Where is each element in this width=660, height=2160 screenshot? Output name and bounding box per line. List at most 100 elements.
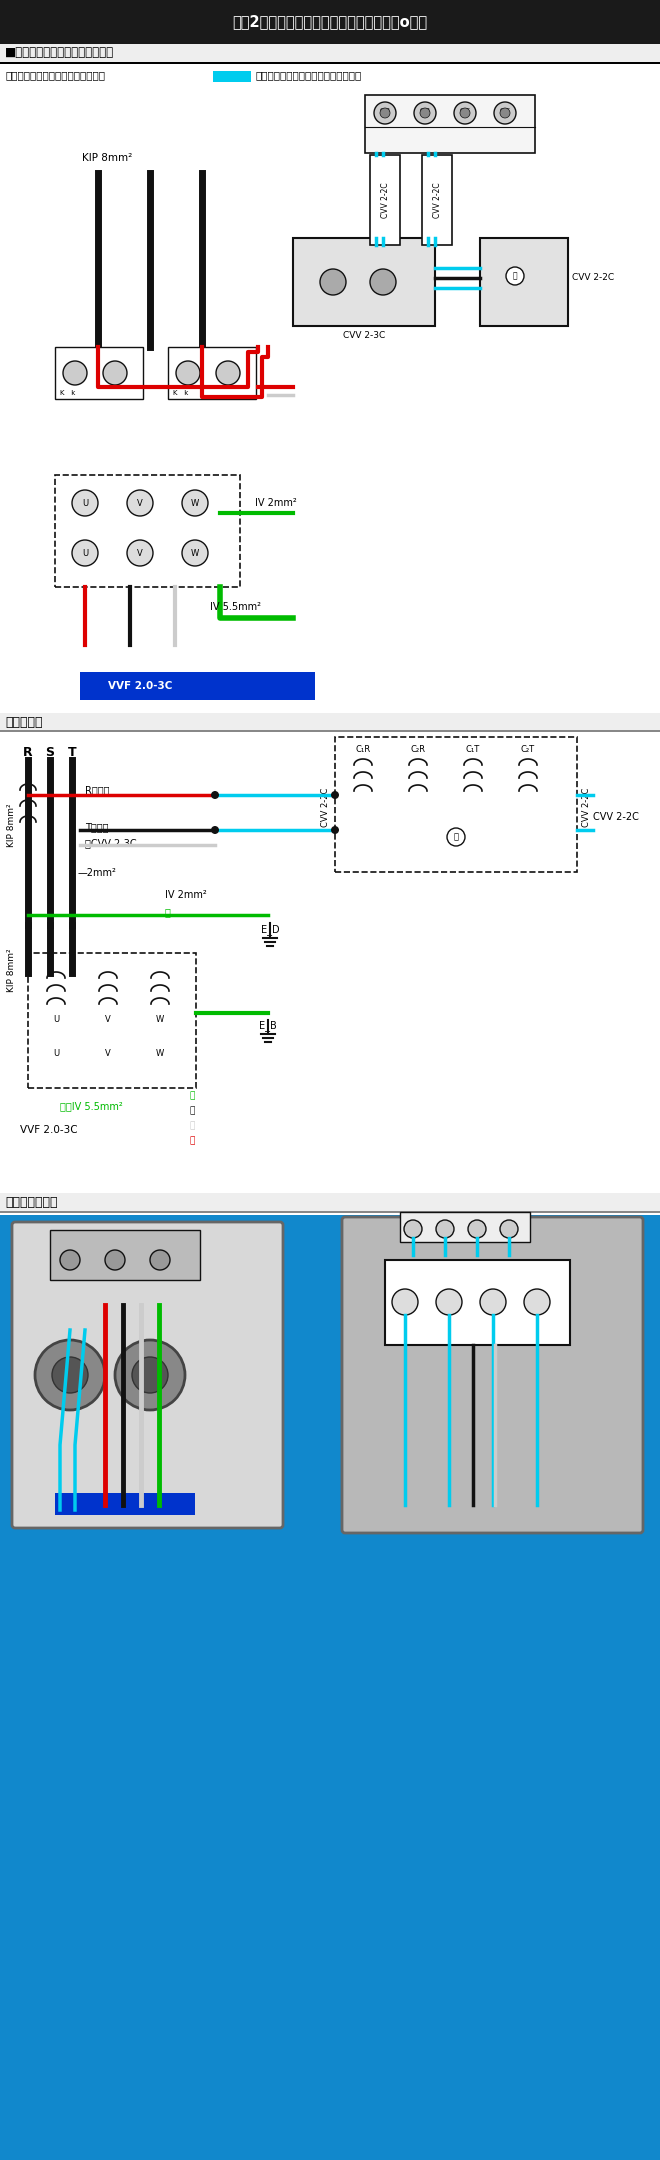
Text: IV 2mm²: IV 2mm²: [255, 499, 297, 508]
Text: CVV 2-3C: CVV 2-3C: [343, 330, 385, 341]
Bar: [370, 156, 400, 244]
Text: CVV 2-2C: CVV 2-2C: [582, 786, 591, 827]
Bar: [80, 672, 315, 700]
Circle shape: [500, 1220, 518, 1238]
Text: IV 2mm²: IV 2mm²: [165, 890, 207, 901]
Circle shape: [404, 1220, 422, 1238]
Bar: [0, 0, 660, 43]
Circle shape: [72, 540, 98, 566]
Bar: [293, 238, 435, 326]
Text: E_D: E_D: [261, 924, 279, 935]
Text: KIP 8mm²: KIP 8mm²: [7, 948, 16, 991]
Circle shape: [150, 1251, 170, 1270]
Circle shape: [420, 108, 430, 119]
Text: C₁T: C₁T: [466, 745, 480, 754]
Text: VVF 2.0-3C: VVF 2.0-3C: [20, 1125, 78, 1134]
Bar: [28, 953, 196, 1089]
FancyBboxPatch shape: [342, 1216, 643, 1534]
Text: ■完成作品の概念図と正解作品例: ■完成作品の概念図と正解作品例: [5, 48, 114, 60]
Bar: [0, 1214, 660, 2160]
Bar: [213, 71, 251, 82]
Text: KIP 8mm²: KIP 8mm²: [82, 153, 132, 162]
Circle shape: [494, 102, 516, 123]
Circle shape: [374, 102, 396, 123]
Text: 小: 小: [453, 832, 459, 842]
Text: C₂R: C₂R: [420, 108, 430, 114]
Text: S: S: [46, 747, 55, 760]
Text: CVV 2-2C: CVV 2-2C: [572, 274, 614, 283]
Circle shape: [35, 1339, 105, 1410]
Circle shape: [182, 490, 208, 516]
Circle shape: [115, 1339, 185, 1410]
Circle shape: [127, 540, 153, 566]
Text: U: U: [53, 1015, 59, 1024]
Text: U: U: [82, 499, 88, 508]
Circle shape: [320, 270, 346, 296]
Circle shape: [447, 827, 465, 847]
Circle shape: [216, 361, 240, 384]
Circle shape: [468, 1220, 486, 1238]
Text: CVV 2-2C: CVV 2-2C: [381, 181, 389, 218]
Text: W: W: [191, 499, 199, 508]
Text: IV 5.5mm²: IV 5.5mm²: [210, 603, 261, 611]
Text: W: W: [156, 1015, 164, 1024]
Circle shape: [506, 268, 524, 285]
Text: 【概念図】図中の電線色別のうち、: 【概念図】図中の電線色別のうち、: [5, 69, 105, 80]
Circle shape: [176, 361, 200, 384]
Text: は電線の色別を問わないことを示す。: は電線の色別を問わないことを示す。: [255, 69, 361, 80]
Circle shape: [331, 791, 339, 799]
FancyBboxPatch shape: [12, 1223, 283, 1527]
Bar: [385, 1259, 570, 1346]
Text: 赤: 赤: [190, 1136, 195, 1145]
Text: T相　黒: T相 黒: [85, 823, 108, 832]
Circle shape: [380, 108, 390, 119]
Bar: [422, 156, 452, 244]
Text: V: V: [137, 499, 143, 508]
Text: U: U: [82, 549, 88, 557]
Circle shape: [52, 1356, 88, 1393]
Circle shape: [63, 361, 87, 384]
Text: T: T: [68, 747, 77, 760]
Circle shape: [454, 102, 476, 123]
Text: 白: 白: [190, 1121, 195, 1130]
Text: K   k: K k: [60, 391, 75, 395]
Text: W: W: [156, 1048, 164, 1058]
Circle shape: [480, 1290, 506, 1315]
Bar: [0, 43, 660, 63]
Text: C₂T: C₂T: [500, 108, 510, 114]
Circle shape: [500, 108, 510, 119]
Text: R相　赤: R相 赤: [85, 784, 110, 795]
Text: KIP 8mm²: KIP 8mm²: [7, 804, 16, 847]
Circle shape: [72, 490, 98, 516]
Bar: [168, 348, 256, 400]
Text: C₁R: C₁R: [379, 108, 391, 114]
Text: 白CVV 2-3C: 白CVV 2-3C: [85, 838, 137, 849]
Text: CVV 2-2C: CVV 2-2C: [321, 786, 330, 827]
Bar: [55, 1493, 195, 1514]
Circle shape: [524, 1290, 550, 1315]
Text: CVV 2-2C: CVV 2-2C: [593, 812, 639, 823]
Circle shape: [105, 1251, 125, 1270]
Bar: [400, 1212, 530, 1242]
Text: 小: 小: [513, 272, 517, 281]
Text: 令和2年度第一種技能試験の解答　候補Ｎo．７: 令和2年度第一種技能試験の解答 候補Ｎo．７: [232, 15, 428, 30]
Circle shape: [460, 108, 470, 119]
Text: CVV 2-2C: CVV 2-2C: [432, 181, 442, 218]
Text: V: V: [105, 1048, 111, 1058]
Bar: [335, 737, 577, 873]
Bar: [0, 713, 660, 730]
Circle shape: [211, 825, 219, 834]
Circle shape: [392, 1290, 418, 1315]
Circle shape: [127, 490, 153, 516]
Circle shape: [370, 270, 396, 296]
Text: U: U: [53, 1048, 59, 1058]
Circle shape: [436, 1290, 462, 1315]
Text: 黒: 黒: [190, 1106, 195, 1115]
Text: V: V: [105, 1015, 111, 1024]
Circle shape: [103, 361, 127, 384]
Text: C₁R: C₁R: [356, 745, 370, 754]
Text: VVF 2.0-3C: VVF 2.0-3C: [108, 680, 172, 691]
Text: E_B: E_B: [259, 1020, 277, 1032]
Text: K   k: K k: [173, 391, 188, 395]
Text: C₂T: C₂T: [521, 745, 535, 754]
